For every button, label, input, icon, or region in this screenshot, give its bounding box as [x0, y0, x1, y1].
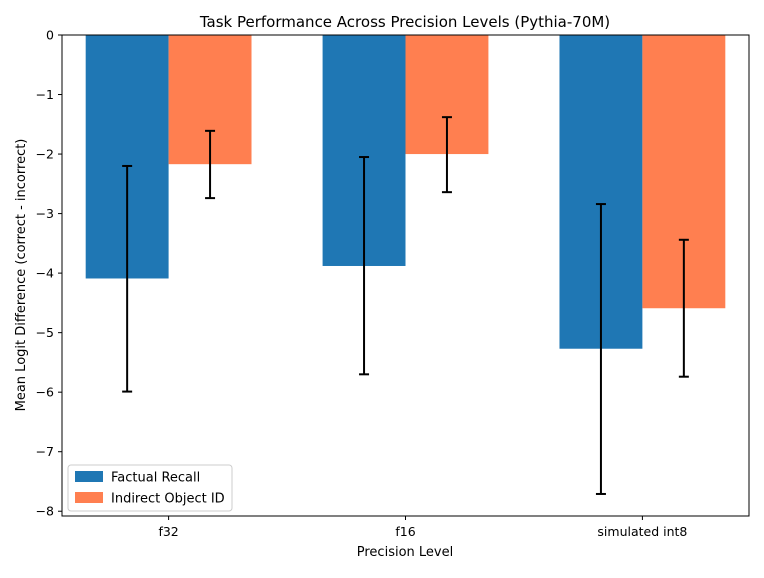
y-tick-label-0: 0 [46, 28, 54, 43]
bars-layer [85, 35, 726, 349]
legend-swatch-0 [75, 471, 103, 482]
y-axis-label: Mean Logit Difference (correct - incorre… [14, 139, 29, 412]
x-tick-label-2: simulated int8 [597, 524, 687, 539]
y-tick-label-2: −2 [36, 147, 54, 162]
x-tick-label-0: f32 [158, 524, 178, 539]
legend-label-1: Indirect Object ID [111, 492, 225, 507]
chart-title: Task Performance Across Precision Levels… [199, 13, 610, 31]
x-axis-label: Precision Level [357, 545, 453, 560]
legend-label-0: Factual Recall [111, 471, 200, 486]
y-tick-label-7: −7 [36, 444, 54, 459]
y-tick-label-4: −4 [36, 266, 54, 281]
ticks-layer: 0 −1 −2 −3 −4 −5 −6 −7 −8 f32 f16 simulated int8 [36, 28, 688, 540]
y-tick-label-6: −6 [36, 385, 54, 400]
x-tick-label-1: f16 [395, 524, 415, 539]
legend-swatch-1 [75, 492, 103, 503]
legend: Factual Recall Indirect Object ID [67, 464, 233, 512]
y-tick-label-8: −8 [36, 504, 54, 519]
error-bars-layer [122, 116, 689, 495]
y-tick-label-5: −5 [36, 325, 54, 340]
y-tick-label-1: −1 [36, 87, 54, 102]
y-tick-label-3: −3 [36, 206, 54, 221]
legend-box [67, 464, 233, 512]
